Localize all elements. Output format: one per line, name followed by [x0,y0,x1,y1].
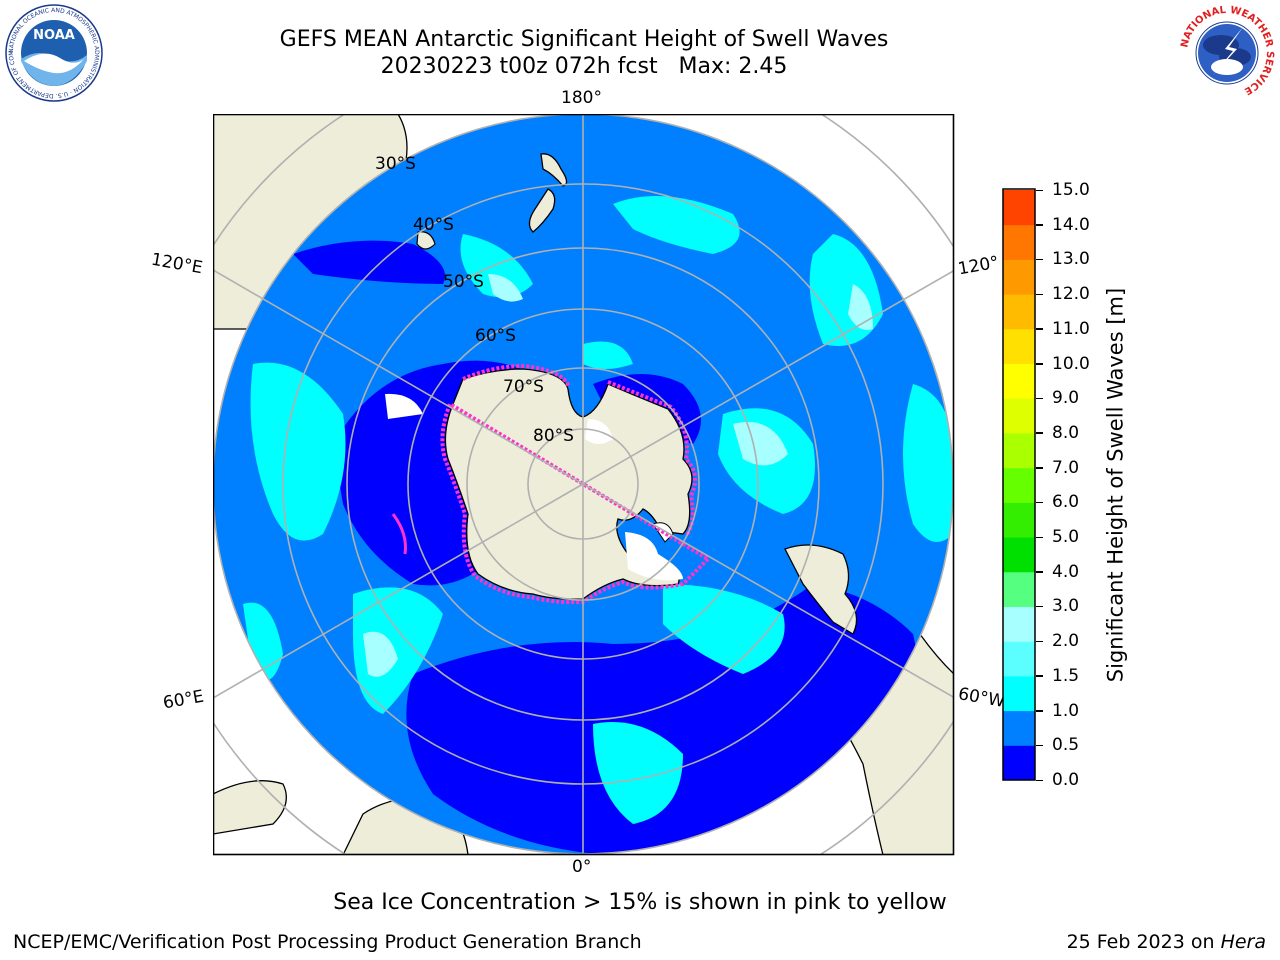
lat-label-80s: 80°S [533,426,574,446]
colorbar-segment [1003,641,1035,677]
lon-label-120w: 120° [956,252,1001,280]
colorbar-tick-label: 3.0 [1052,596,1080,617]
colorbar-segment [1003,745,1035,781]
colorbar-tick-label: 1.5 [1052,665,1080,686]
colorbar [1002,188,1036,781]
map-frame [213,114,955,856]
noaa-text: NOAA [33,28,75,43]
colorbar-tick-mark [1036,779,1043,781]
lon-label-120e: 120°E [149,249,205,279]
colorbar-tick-label: 15.0 [1052,180,1090,200]
colorbar-tick-label: 12.0 [1052,284,1090,305]
colorbar-tick-label: 0.0 [1052,770,1080,790]
footer-left: NCEP/EMC/Verification Post Processing Pr… [13,931,642,953]
new-zealand [528,153,568,233]
colorbar-tick-mark [1036,432,1043,434]
colorbar-tick-mark [1036,363,1043,365]
longitude-grid [213,114,954,855]
lat-label-40s: 40°S [413,215,454,235]
lon-label-180: 180° [561,88,602,108]
colorbar-segment [1003,224,1035,260]
colorbar-tick-mark [1036,675,1043,677]
colorbar-segment [1003,537,1035,573]
footer-right: 25 Feb 2023 on Hera [1066,931,1266,953]
lat-label-30s: 30°S [375,154,416,174]
colorbar-segment [1003,710,1035,746]
colorbar-tick-mark [1036,397,1043,400]
colorbar-tick-mark [1036,224,1043,226]
colorbar-tick-mark [1036,293,1043,296]
colorbar-segment [1003,363,1035,399]
colorbar-tick-mark [1036,605,1043,608]
colorbar-segment [1003,328,1035,365]
chart-title: GEFS MEAN Antarctic Significant Height o… [279,27,889,52]
colorbar-tick-label: 10.0 [1052,353,1090,374]
colorbar-tick-label: 4.0 [1052,561,1080,582]
lat-label-70s: 70°S [503,377,544,397]
swell-high-areas [363,274,873,677]
colorbar-label: Significant Height of Swell Waves [m] [1103,287,1128,683]
south-america [784,544,858,635]
colorbar-tick-label: 14.0 [1052,214,1090,235]
colorbar-tick-label: 2.0 [1052,631,1080,652]
colorbar-tick-mark [1036,258,1043,261]
colorbar-tick-mark [1036,744,1043,747]
colorbar-tick-mark [1036,501,1043,504]
colorbar-tick-mark [1036,467,1043,469]
colorbar-tick-label: 0.5 [1052,735,1080,756]
colorbar-segment [1003,432,1035,469]
colorbar-tick-label: 11.0 [1052,318,1090,339]
swell-mid-areas [243,196,953,824]
colorbar-tick-mark [1036,640,1043,643]
lon-label-60e: 60°E [161,686,206,714]
nws-logo: NATIONAL WEATHER SERVICE [1179,5,1275,101]
colorbar-tick-mark [1036,536,1043,539]
colorbar-tick-label: 6.0 [1052,492,1080,513]
colorbar-segment [1003,398,1035,434]
sea-ice-note: Sea Ice Concentration > 15% is shown in … [333,890,947,915]
antarctica [444,368,693,600]
colorbar-segment [1003,294,1035,330]
lon-label-60w: 60°W [956,684,1007,712]
colorbar-tick-label: 8.0 [1052,422,1080,443]
colorbar-segment [1003,571,1035,607]
lon-label-0: 0° [572,857,592,877]
noaa-logo: NATIONAL OCEANIC AND ATMOSPHERIC ADMINIS… [4,3,103,102]
colorbar-segment [1003,606,1035,642]
sea-ice-edge [440,363,712,605]
colorbar-segment [1003,467,1035,503]
colorbar-tick-mark [1036,328,1043,330]
colorbar-tick-mark [1036,571,1043,573]
colorbar-tick-label: 7.0 [1052,457,1080,478]
chart-subtitle: 20230223 t00z 072h fcst Max: 2.45 [380,54,788,79]
colorbar-tick-mark [1036,710,1043,712]
colorbar-tick-label: 13.0 [1052,249,1090,270]
antarctic-map: 30°S 40°S 50°S 60°S 70°S 80°S [213,114,955,856]
colorbar-segment [1003,675,1035,712]
colorbar-segment [1003,259,1035,295]
colorbar-tick-label: 9.0 [1052,388,1080,409]
lat-label-60s: 60°S [475,326,516,346]
colorbar-tick-label: 1.0 [1052,700,1080,721]
lat-label-50s: 50°S [443,272,484,292]
colorbar-segment [1003,502,1035,538]
colorbar-tick-mark [1036,189,1043,191]
colorbar-segment [1003,190,1035,226]
colorbar-tick-label: 5.0 [1052,527,1080,548]
